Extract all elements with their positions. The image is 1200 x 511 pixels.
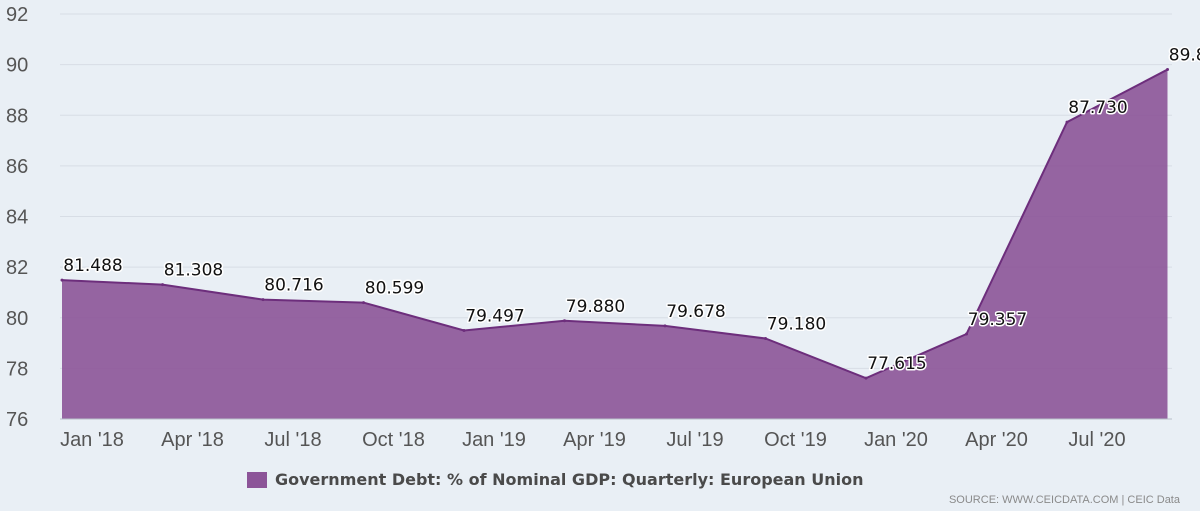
x-axis-ticks: Jan '18 Apr '18 Jul '18 Oct '18 Jan '19 Apr '… (60, 429, 1126, 451)
x-tick-label: Jul '18 (264, 429, 321, 451)
series-area (62, 69, 1168, 419)
data-point[interactable] (764, 337, 767, 341)
data-labels: 81.488 81.308 80.716 80.599 79.497 79.880 79.6… (62, 44, 1200, 376)
data-point[interactable] (563, 319, 566, 323)
data-label: 79.357 (968, 310, 1027, 330)
source-credit[interactable]: SOURCE: WWW.CEICDATA.COM | CEIC Data (948, 494, 1180, 506)
x-tick-label: Jan '18 (60, 429, 124, 451)
chart-area: 76 78 80 82 84 86 88 90 92 Jan '18 Apr '18 Jul '18… (6, 4, 1200, 451)
data-label: 81.488 (63, 256, 122, 276)
data-label: 79.180 (767, 315, 826, 335)
x-tick-label: Apr '19 (563, 429, 626, 451)
data-point[interactable] (362, 301, 365, 305)
data-point[interactable] (161, 283, 164, 287)
series-line (61, 68, 1168, 380)
data-point[interactable] (60, 278, 64, 282)
data-label: 80.599 (365, 279, 424, 299)
x-tick-label: Jul '20 (1068, 429, 1125, 451)
data-point[interactable] (864, 376, 868, 380)
y-tick-label: 78 (6, 358, 28, 380)
data-label: 89.805 (1169, 46, 1200, 66)
data-label: 79.678 (666, 302, 725, 322)
x-tick-label: Oct '18 (362, 429, 425, 451)
y-tick-label: 88 (6, 105, 28, 127)
y-tick-label: 82 (6, 257, 28, 279)
y-tick-label: 90 (6, 55, 28, 77)
y-tick-label: 84 (6, 207, 28, 229)
legend-swatch (247, 471, 267, 488)
x-tick-label: Apr '20 (965, 429, 1028, 451)
x-tick-label: Jan '20 (864, 429, 928, 451)
y-axis-ticks: 76 78 80 82 84 86 88 90 92 (6, 4, 28, 431)
y-tick-label: 80 (6, 308, 28, 330)
x-tick-label: Jan '19 (462, 429, 526, 451)
data-point[interactable] (462, 328, 466, 332)
data-label: 79.497 (465, 306, 524, 326)
x-tick-label: Jul '19 (666, 429, 723, 451)
data-label: 87.730 (1068, 98, 1127, 118)
data-point[interactable] (663, 324, 667, 328)
data-label: 80.716 (264, 276, 323, 296)
legend[interactable]: Government Debt: % of Nominal GDP: Quart… (247, 470, 864, 489)
x-tick-label: Oct '19 (764, 429, 827, 451)
data-area (60, 68, 1172, 420)
y-tick-label: 92 (6, 4, 28, 26)
x-tick-label: Apr '18 (161, 429, 224, 451)
data-label: 79.880 (566, 297, 625, 317)
data-point[interactable] (965, 332, 968, 336)
data-label: 77.615 (867, 354, 926, 374)
data-label: 81.308 (164, 261, 223, 281)
legend-label: Government Debt: % of Nominal GDP: Quart… (275, 470, 864, 489)
y-tick-label: 76 (6, 409, 28, 431)
data-point[interactable] (261, 298, 265, 302)
data-point[interactable] (1166, 68, 1169, 72)
y-tick-label: 86 (6, 156, 28, 178)
data-point[interactable] (1065, 120, 1069, 124)
